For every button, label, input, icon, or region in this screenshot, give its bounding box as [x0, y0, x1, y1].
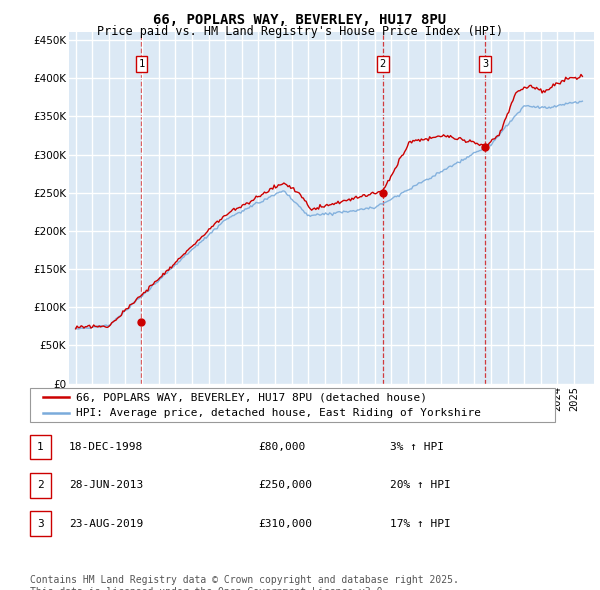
Text: 3: 3 — [482, 59, 488, 69]
Text: £80,000: £80,000 — [258, 442, 305, 452]
Text: 23-AUG-2019: 23-AUG-2019 — [69, 519, 143, 529]
Text: HPI: Average price, detached house, East Riding of Yorkshire: HPI: Average price, detached house, East… — [76, 408, 481, 418]
Text: 3% ↑ HPI: 3% ↑ HPI — [390, 442, 444, 452]
Text: 2: 2 — [380, 59, 386, 69]
Text: 20% ↑ HPI: 20% ↑ HPI — [390, 480, 451, 490]
Text: 3: 3 — [37, 519, 44, 529]
Text: 18-DEC-1998: 18-DEC-1998 — [69, 442, 143, 452]
Text: 28-JUN-2013: 28-JUN-2013 — [69, 480, 143, 490]
Text: £310,000: £310,000 — [258, 519, 312, 529]
Text: Contains HM Land Registry data © Crown copyright and database right 2025.
This d: Contains HM Land Registry data © Crown c… — [30, 575, 459, 590]
Text: 1: 1 — [139, 59, 145, 69]
Text: 2: 2 — [37, 480, 44, 490]
Text: Price paid vs. HM Land Registry's House Price Index (HPI): Price paid vs. HM Land Registry's House … — [97, 25, 503, 38]
Text: 1: 1 — [37, 442, 44, 452]
Text: £250,000: £250,000 — [258, 480, 312, 490]
Text: 66, POPLARS WAY, BEVERLEY, HU17 8PU (detached house): 66, POPLARS WAY, BEVERLEY, HU17 8PU (det… — [76, 392, 427, 402]
Text: 66, POPLARS WAY, BEVERLEY, HU17 8PU: 66, POPLARS WAY, BEVERLEY, HU17 8PU — [154, 13, 446, 27]
Text: 17% ↑ HPI: 17% ↑ HPI — [390, 519, 451, 529]
